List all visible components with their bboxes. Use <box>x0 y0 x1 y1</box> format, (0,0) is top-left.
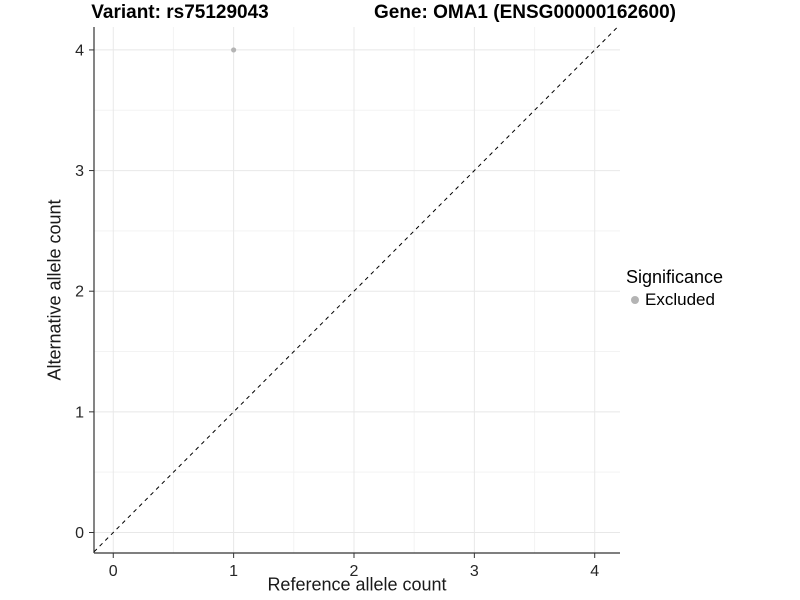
plot-title-variant: Variant: rs75129043 <box>91 2 269 23</box>
identity-dashed-line <box>93 26 618 553</box>
y-tick-label: 1 <box>75 404 84 421</box>
y-tick-label: 4 <box>75 42 84 59</box>
x-tick-label: 2 <box>350 563 359 580</box>
x-tick-label: 0 <box>109 563 118 580</box>
y-axis-title: Alternative allele count <box>44 199 65 381</box>
plot-title-gene: Gene: OMA1 (ENSG00000162600) <box>373 2 677 23</box>
x-tick-label: 3 <box>470 563 479 580</box>
legend-entry-label: Excluded <box>645 290 715 309</box>
x-axis-title: Reference allele count <box>267 574 447 595</box>
legend-title: Significance <box>626 267 724 287</box>
y-tick-label: 2 <box>75 284 84 301</box>
legend: Significance Excluded <box>626 266 723 311</box>
data-point <box>231 47 237 53</box>
legend-entry-excluded: Excluded <box>626 289 723 311</box>
legend-point-icon <box>631 296 639 304</box>
x-tick-label: 1 <box>229 563 238 580</box>
y-tick-label: 3 <box>75 163 84 180</box>
x-tick-label: 4 <box>590 563 599 580</box>
y-tick-label: 0 <box>75 525 84 542</box>
